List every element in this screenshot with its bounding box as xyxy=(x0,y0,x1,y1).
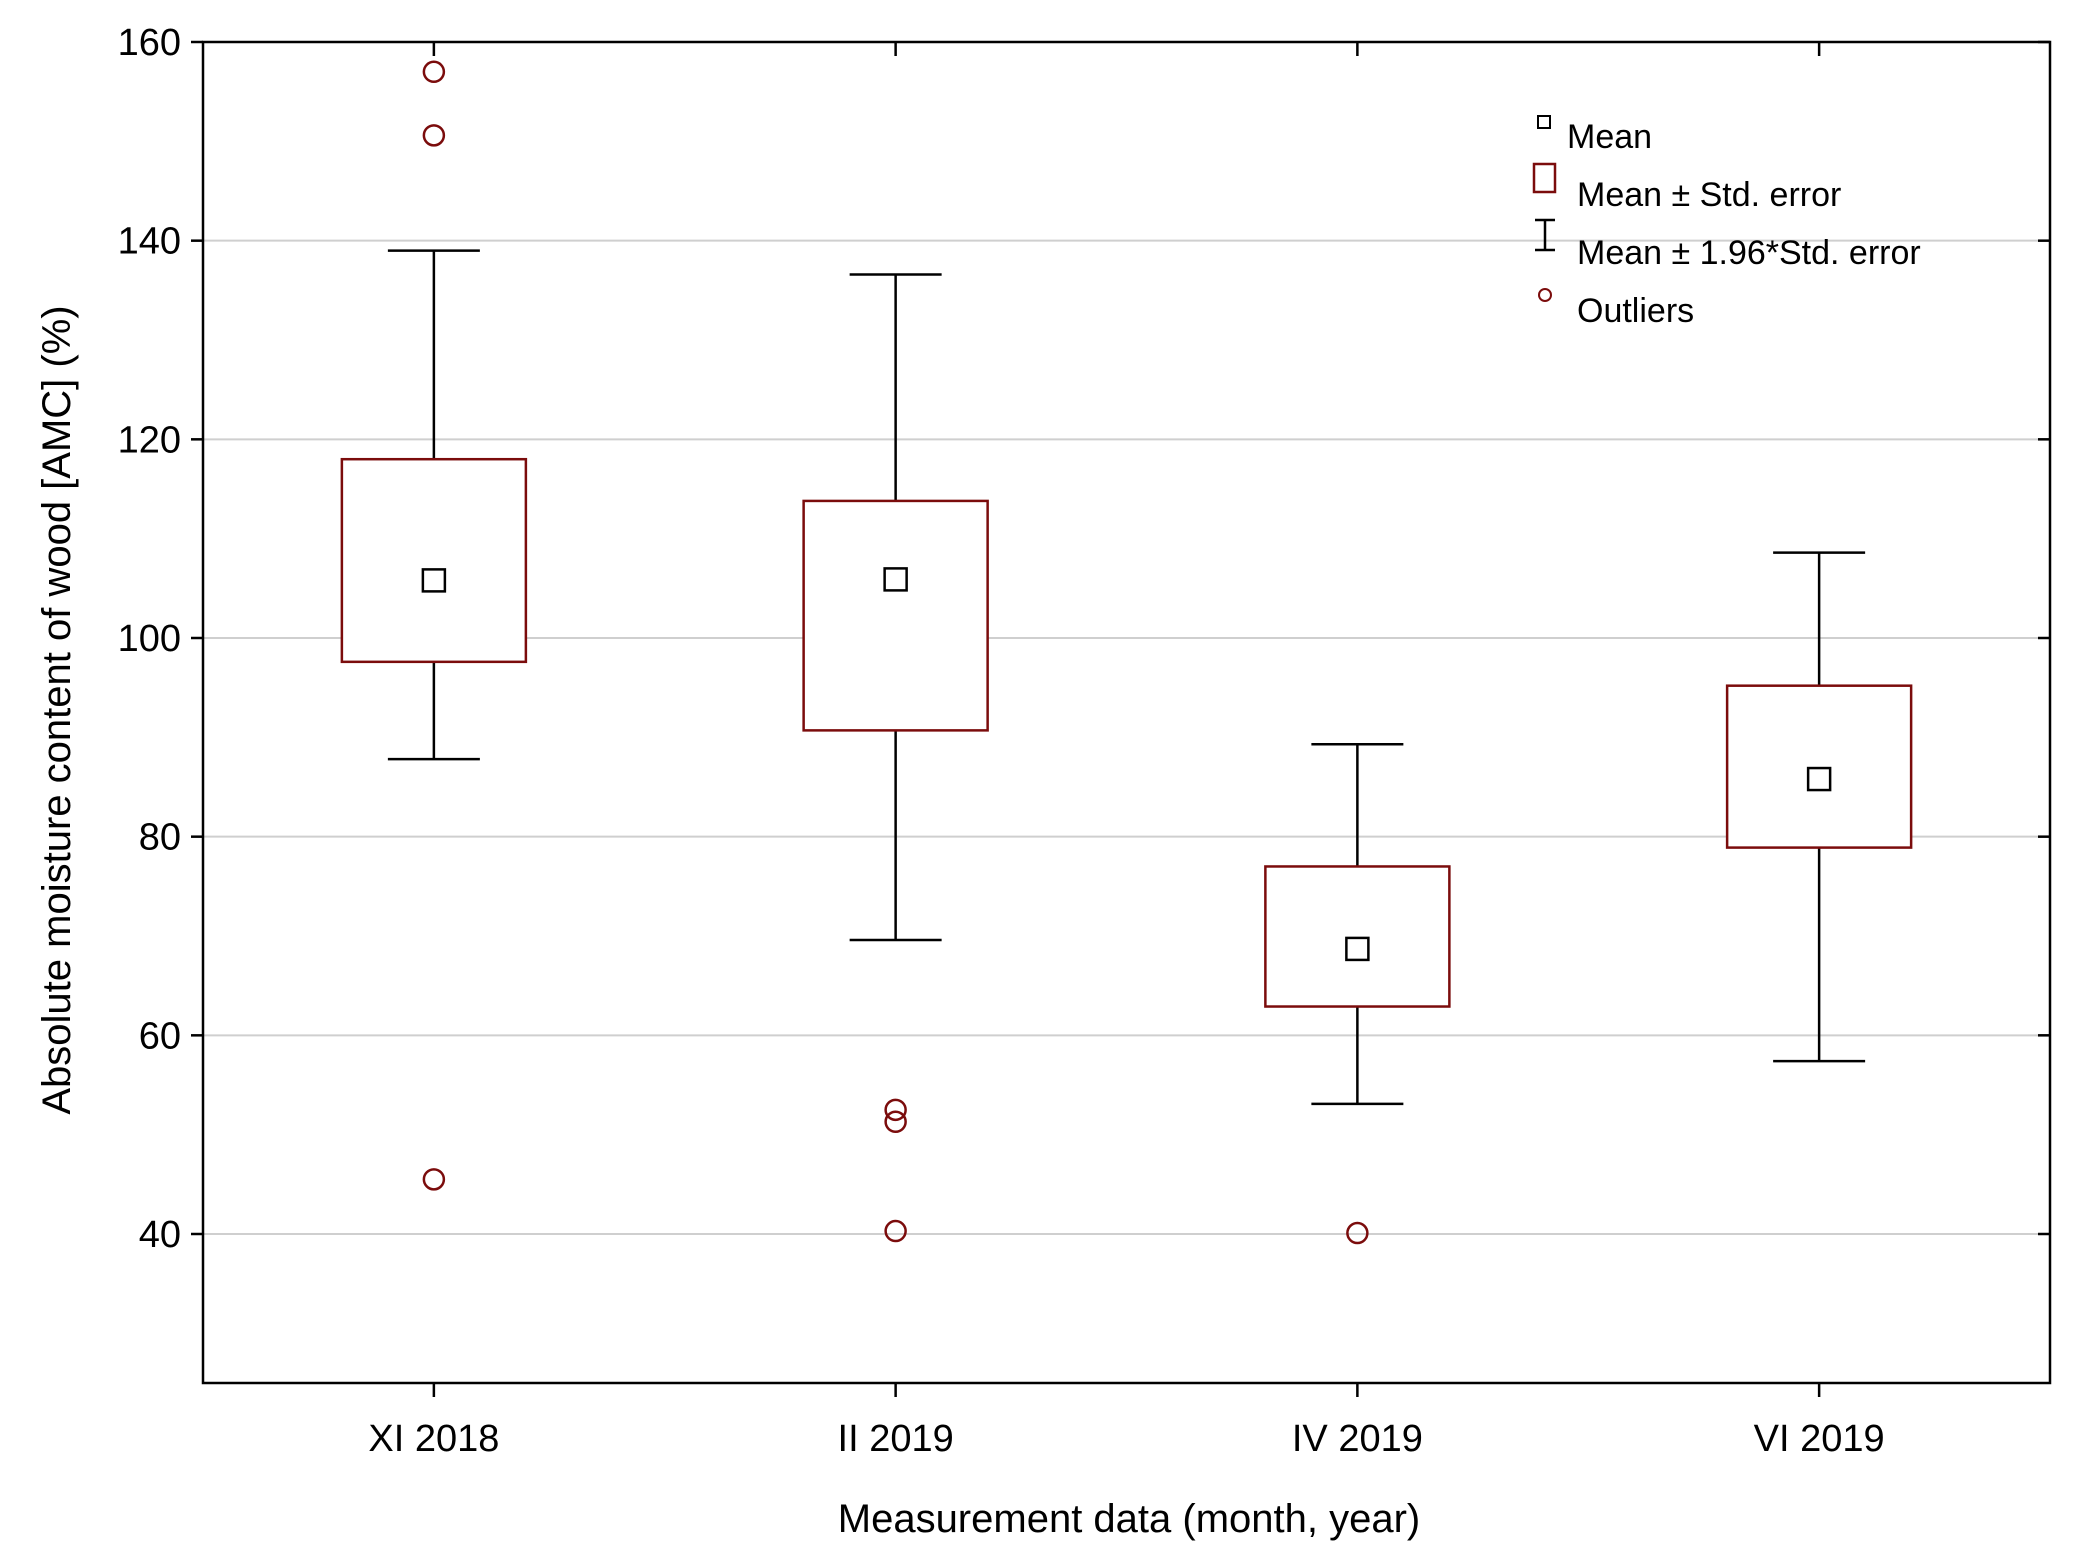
box-group-2 xyxy=(1264,743,1451,1245)
legend-outlier-label: Outliers xyxy=(1577,292,1694,330)
se-box-0 xyxy=(340,457,528,664)
x-axis-title: Measurement data (month, year) xyxy=(838,1497,1420,1541)
legend-outlier-symbol xyxy=(1538,288,1552,302)
se-box-2 xyxy=(1264,865,1451,1008)
y-tick-label-80: 80 xyxy=(139,817,181,859)
y-tick-label-100: 100 xyxy=(118,618,181,660)
y-tick-label-160: 160 xyxy=(118,22,181,64)
outlier-0-2 xyxy=(422,1168,446,1191)
legend: Mean Mean ± Std. error Mean ± 1.96*Std. … xyxy=(1532,115,1921,330)
box-group-1 xyxy=(802,273,989,1243)
outlier-1-1 xyxy=(884,1110,907,1134)
legend-ci-symbol xyxy=(1535,218,1555,252)
x-tick-label-2: IV 2019 xyxy=(1292,1418,1423,1460)
box-group-0 xyxy=(340,60,528,1191)
legend-mean-label: Mean xyxy=(1567,118,1652,156)
legend-se-label: Mean ± Std. error xyxy=(1577,176,1841,214)
mean-marker-0 xyxy=(421,568,447,593)
x-tick-label-0: XI 2018 xyxy=(368,1418,499,1460)
y-tick-label-40: 40 xyxy=(139,1214,181,1256)
y-axis-title: Absolute moisture content of wood [AMC] … xyxy=(35,305,79,1114)
y-tick-label-120: 120 xyxy=(118,419,181,461)
outlier-1-0 xyxy=(884,1098,907,1122)
x-axis-ticks: XI 2018 II 2019 IV 2019 VI 2019 xyxy=(368,42,1885,1460)
outlier-0-0 xyxy=(422,60,446,84)
plot-frame xyxy=(201,40,2052,1385)
legend-se-symbol xyxy=(1532,162,1557,194)
y-tick-label-60: 60 xyxy=(139,1015,181,1057)
se-box-1 xyxy=(802,499,989,732)
outlier-2-0 xyxy=(1346,1221,1369,1245)
se-box-3 xyxy=(1725,684,1913,849)
mean-marker-1 xyxy=(883,567,908,592)
outlier-0-1 xyxy=(422,124,446,147)
plot-series xyxy=(340,60,1913,1245)
outlier-1-2 xyxy=(884,1219,907,1243)
y-axis-ticks: 40 60 80 100 120 140 160 xyxy=(118,22,2050,1256)
y-tick-label-140: 140 xyxy=(118,221,181,263)
box-group-3 xyxy=(1725,551,1913,1063)
x-tick-label-3: VI 2019 xyxy=(1754,1418,1885,1460)
x-tick-label-1: II 2019 xyxy=(838,1418,954,1460)
legend-ci-label: Mean ± 1.96*Std. error xyxy=(1577,234,1921,272)
legend-mean-symbol xyxy=(1537,115,1551,129)
mean-marker-2 xyxy=(1345,936,1370,962)
mean-marker-3 xyxy=(1806,766,1832,792)
